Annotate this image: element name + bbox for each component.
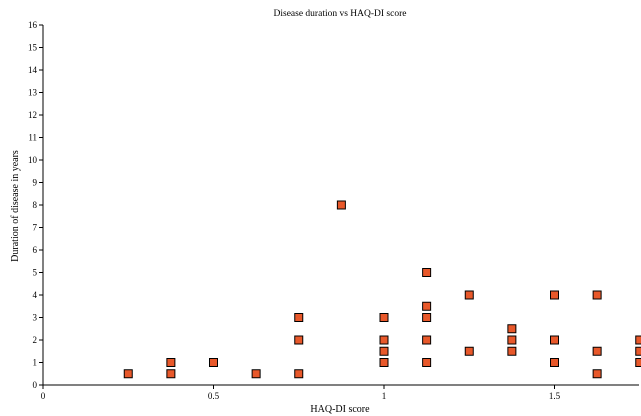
data-point — [592, 369, 602, 379]
y-tick-label: 10 — [28, 155, 38, 165]
data-point — [379, 313, 389, 322]
data-point — [550, 290, 559, 300]
data-point — [422, 268, 432, 277]
y-axis-title: Duration of disease in years — [10, 150, 21, 262]
y-tick-label: 2 — [33, 335, 38, 345]
y-tick-label: 1 — [33, 358, 38, 368]
data-point — [592, 290, 602, 300]
data-point — [251, 369, 261, 379]
x-ticks: 00.511.522.533. — [41, 385, 561, 401]
data-point — [464, 346, 474, 356]
y-tick-label: 12 — [28, 110, 37, 120]
data-point — [550, 358, 559, 367]
y-tick-label: 9 — [33, 178, 38, 188]
data-point — [507, 346, 517, 356]
data-point — [507, 335, 517, 345]
data-point — [294, 313, 304, 322]
data-point — [507, 324, 517, 334]
y-tick-label: 3 — [33, 313, 38, 323]
data-point — [464, 290, 474, 300]
data-point — [294, 369, 304, 379]
data-point — [209, 358, 218, 367]
data-point — [379, 346, 389, 356]
data-point — [336, 200, 346, 210]
x-tick-label: 0.5 — [208, 391, 220, 401]
data-point — [294, 335, 304, 345]
x-tick-label: 1 — [382, 391, 387, 401]
data-point — [550, 335, 559, 345]
data-point — [123, 369, 133, 379]
y-tick-label: 13 — [28, 88, 38, 98]
data-point — [422, 335, 432, 345]
data-point — [635, 346, 641, 356]
y-tick-label: 5 — [33, 268, 38, 278]
y-tick-label: 15 — [28, 43, 38, 53]
data-point — [635, 358, 641, 367]
chart-title: Disease duration vs HAQ-DI score — [274, 9, 407, 19]
data-point — [422, 313, 432, 322]
data-point — [379, 358, 389, 367]
y-tick-label: 16 — [28, 20, 38, 30]
y-tick-label: 14 — [28, 65, 38, 75]
x-tick-label: 1.5 — [549, 391, 561, 401]
data-points — [123, 200, 641, 379]
x-axis-title: HAQ-DI score — [310, 404, 370, 415]
x-tick-label: 0 — [41, 391, 46, 401]
data-point — [422, 358, 432, 367]
y-tick-label: 8 — [33, 200, 38, 210]
y-tick-label: 4 — [33, 290, 38, 300]
data-point — [422, 301, 432, 311]
data-point — [592, 346, 602, 356]
data-point — [379, 335, 389, 345]
y-tick-label: 7 — [33, 223, 38, 233]
data-point — [635, 335, 641, 345]
y-tick-label: 0 — [33, 380, 38, 390]
y-tick-label: 11 — [28, 133, 37, 143]
data-point — [166, 358, 176, 367]
y-tick-label: 6 — [33, 245, 38, 255]
data-point — [166, 369, 176, 379]
